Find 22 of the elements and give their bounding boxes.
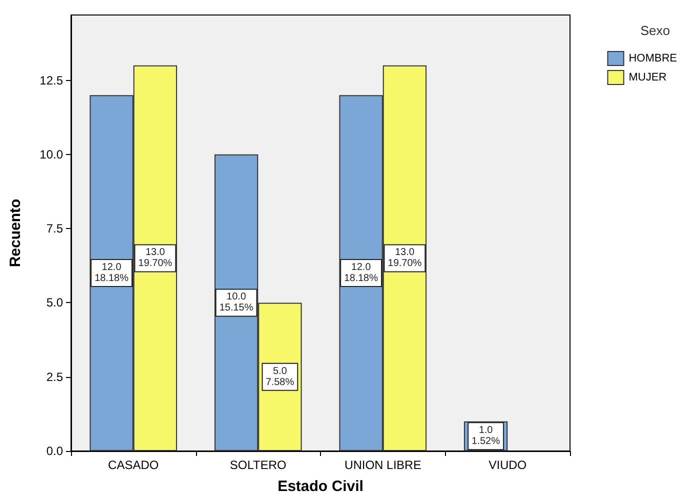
data-label: 5.0 7.58% bbox=[266, 366, 294, 388]
y-tick-label: 10.0 bbox=[40, 147, 64, 162]
x-tick-label: SOLTERO bbox=[230, 458, 286, 472]
y-tick-label: 0.0 bbox=[46, 444, 64, 458]
data-label: 12.0 18.18% bbox=[94, 262, 129, 284]
data-label: 13.0 19.70% bbox=[388, 247, 422, 270]
data-label: 10.0 15.15% bbox=[219, 292, 254, 314]
y-axis-title: Recuento bbox=[7, 198, 24, 268]
legend-title: Sexo bbox=[640, 23, 670, 38]
data-label: 1.0 1.52% bbox=[472, 425, 500, 448]
y-tick-label: 7.5 bbox=[46, 222, 64, 236]
legend-label: MUJER bbox=[628, 72, 667, 84]
y-tick-label: 12.5 bbox=[40, 73, 64, 88]
y-tick-label: 2.5 bbox=[46, 370, 64, 384]
x-tick-label: UNION LIBRE bbox=[344, 458, 422, 472]
x-tick-label: CASADO bbox=[108, 458, 159, 472]
data-label: 12.0 18.18% bbox=[344, 262, 378, 284]
x-axis-title: Estado Civil bbox=[278, 478, 364, 495]
data-label: 13.0 19.70% bbox=[138, 247, 172, 270]
y-tick-label: 5.0 bbox=[46, 296, 64, 310]
x-tick-label: VIUDO bbox=[488, 458, 527, 472]
legend-label: HOMBRE bbox=[628, 52, 677, 64]
